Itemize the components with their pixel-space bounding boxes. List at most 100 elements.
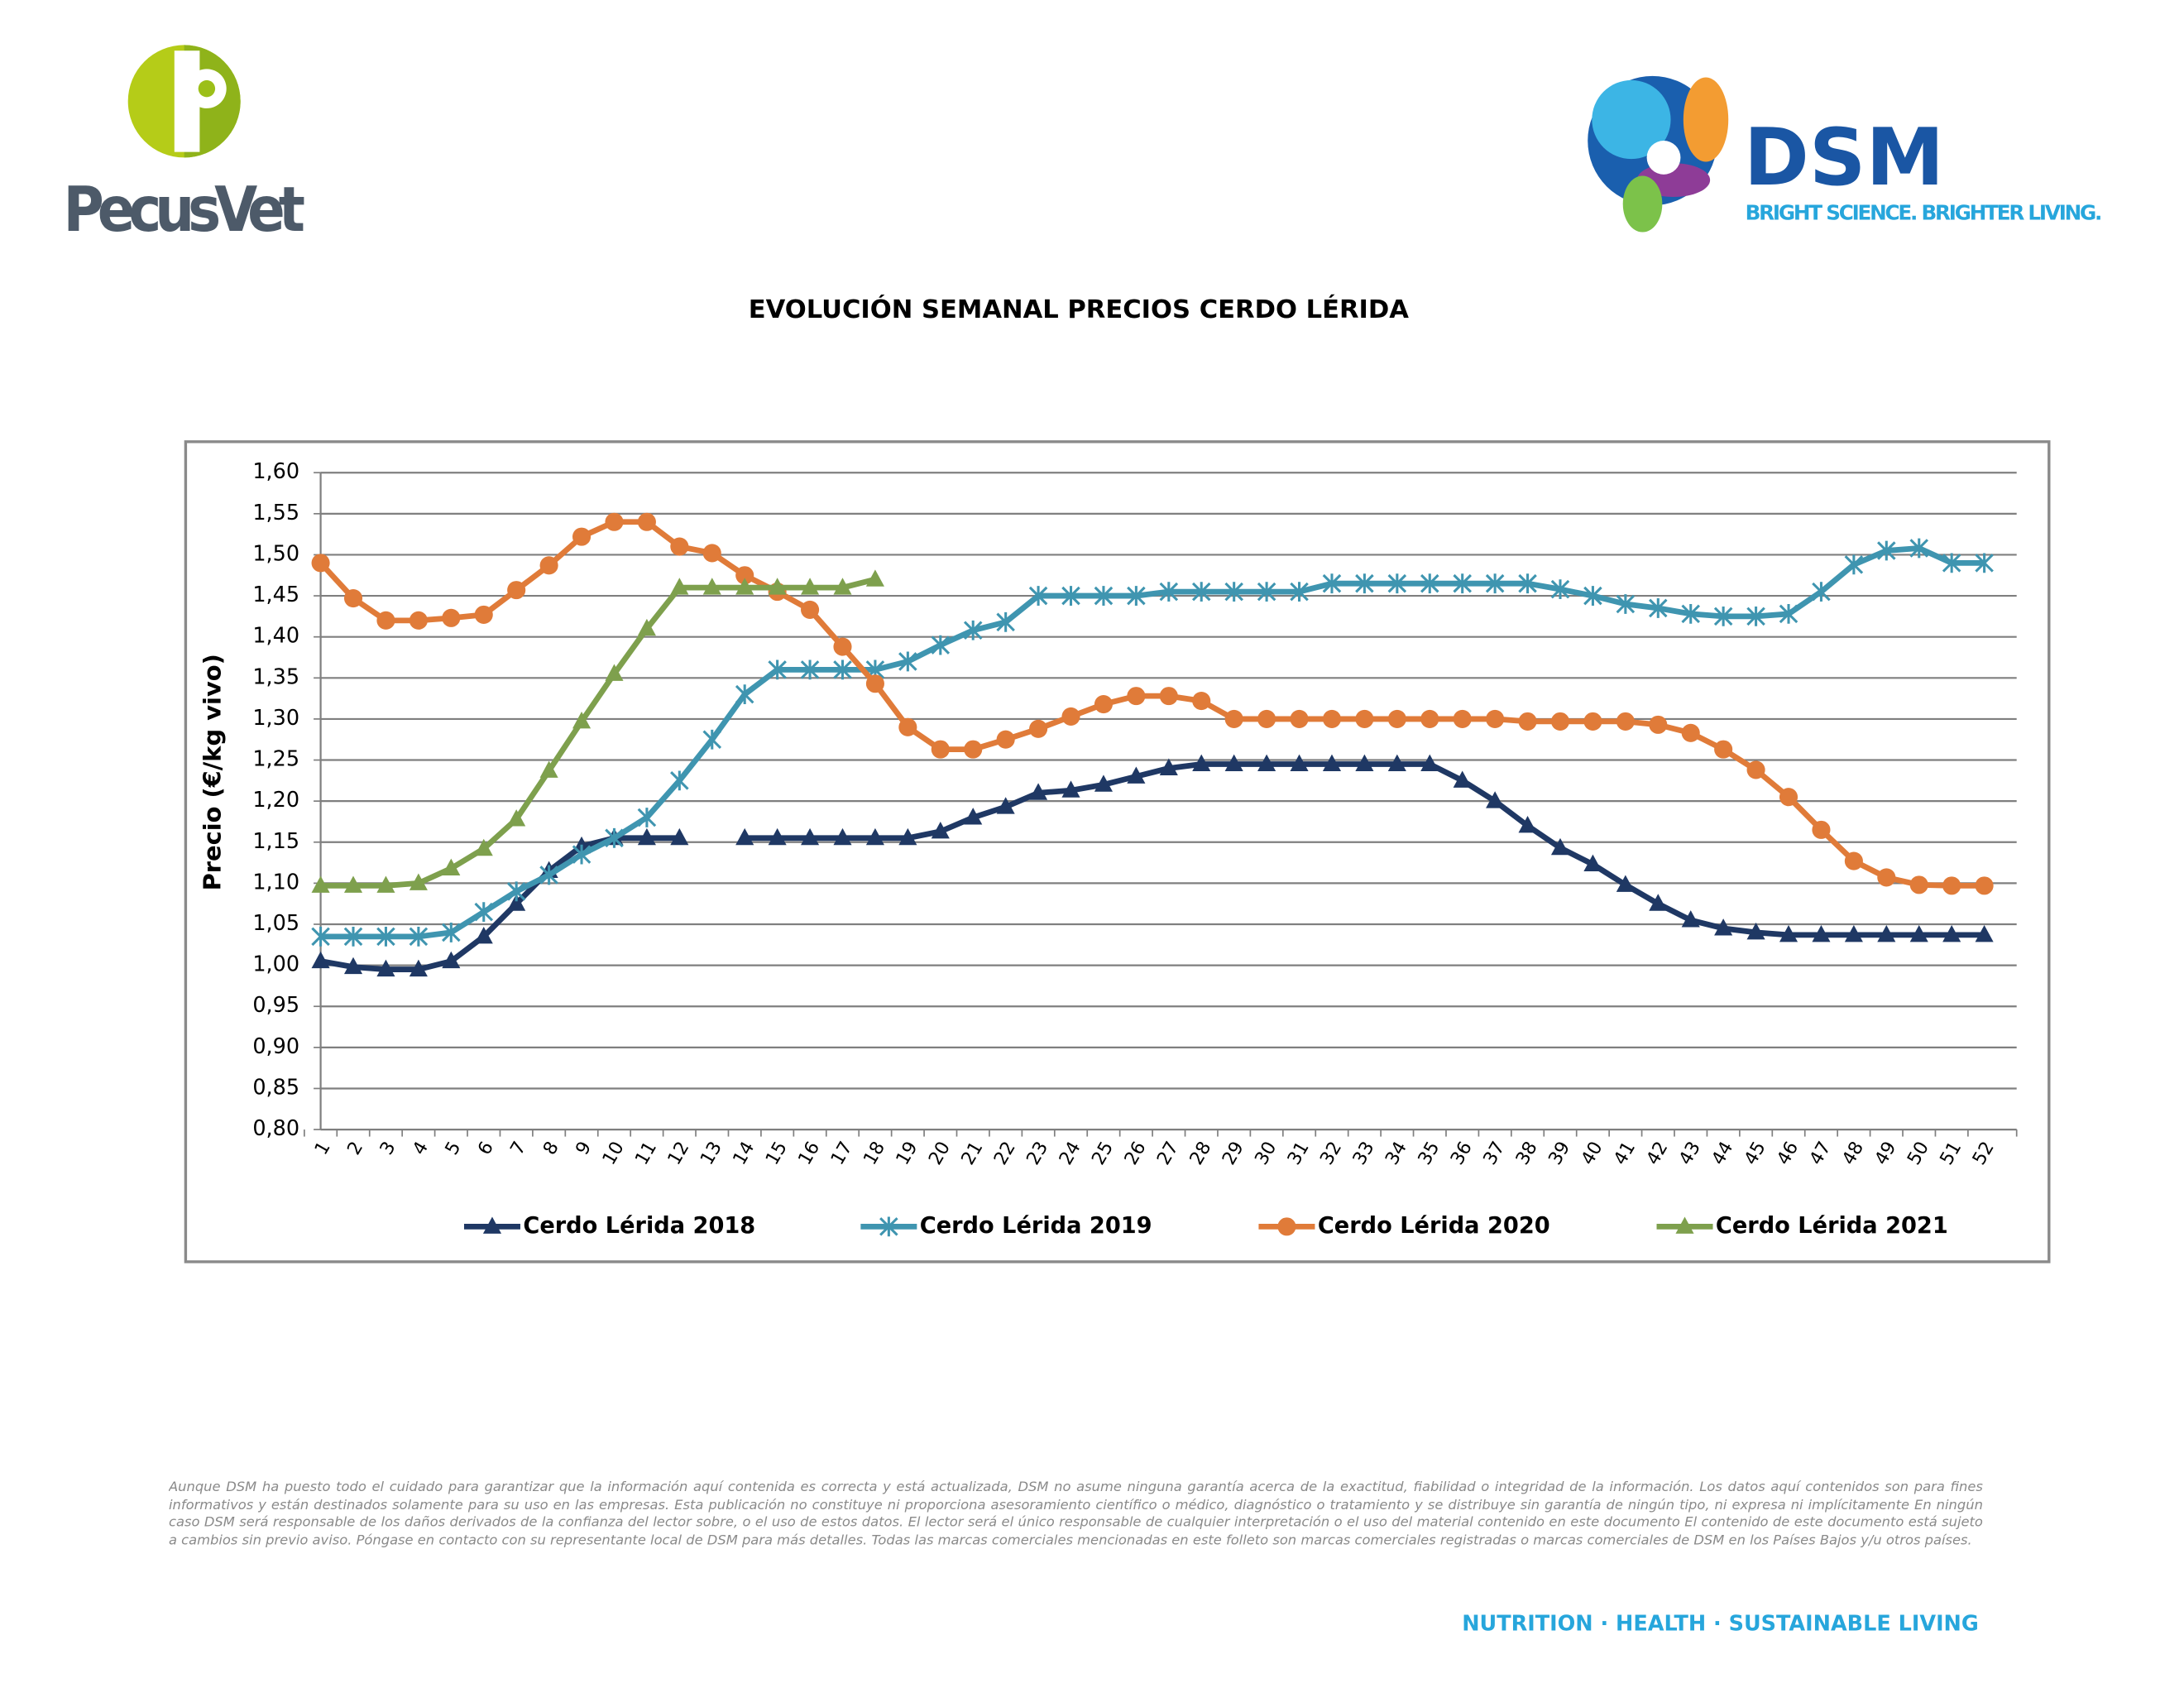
marker (1453, 573, 1472, 594)
marker (507, 894, 526, 911)
marker (1942, 876, 1961, 895)
swirl-center (1646, 141, 1681, 175)
marker (1909, 925, 1928, 942)
marker (1975, 876, 1994, 895)
marker (572, 527, 592, 546)
dsm-tagline: BRIGHT SCIENCE. BRIGHTER LIVING. (1746, 200, 2103, 224)
marker (376, 611, 395, 630)
marker (637, 512, 656, 531)
marker (605, 512, 624, 531)
marker (702, 544, 721, 563)
marker (1550, 837, 1570, 856)
marker (833, 659, 852, 680)
marker (670, 770, 689, 791)
marker (1909, 875, 1928, 894)
y-tick-label: 1,10 (252, 870, 299, 894)
marker (702, 578, 721, 595)
marker (1681, 603, 1701, 624)
marker (1844, 925, 1863, 942)
marker (996, 730, 1015, 749)
marker (1224, 709, 1243, 728)
marker (376, 959, 395, 977)
marker (931, 740, 950, 759)
marker (1257, 582, 1276, 602)
marker (996, 797, 1015, 814)
y-tick-label: 1,25 (252, 747, 299, 772)
marker (1779, 788, 1798, 807)
marker (1812, 820, 1831, 839)
marker (1257, 754, 1276, 771)
marker (409, 873, 428, 890)
marker (768, 578, 787, 595)
marker (1192, 692, 1211, 711)
legend-item: Cerdo Lérida 2020 (1258, 1213, 1550, 1239)
marker (1029, 783, 1048, 800)
marker (670, 827, 689, 846)
marker (1453, 770, 1472, 788)
pecusvet-logo: PecusVet (63, 45, 305, 246)
marker (898, 827, 917, 846)
chart-title: EVOLUCIÓN SEMANAL PRECIOS CERDO LÉRIDA (749, 294, 1410, 324)
legend-item: Cerdo Lérida 2018 (463, 1213, 755, 1239)
marker (1061, 707, 1080, 726)
marker (931, 635, 951, 655)
marker (1518, 573, 1537, 594)
marker (898, 717, 917, 736)
marker (833, 578, 852, 595)
marker (1420, 573, 1439, 594)
marker (442, 951, 461, 969)
series-line (319, 835, 680, 972)
marker (865, 674, 884, 693)
marker (1028, 586, 1048, 606)
swirl (1683, 77, 1729, 162)
marker (1290, 754, 1309, 771)
marker (637, 808, 657, 827)
marker (1844, 851, 1863, 870)
logo-text: PecusVet (63, 174, 304, 246)
marker (1061, 586, 1080, 606)
marker (442, 608, 461, 627)
marker (1453, 709, 1472, 728)
marker (800, 659, 820, 680)
marker (637, 618, 656, 636)
marker (1322, 754, 1342, 771)
marker (1616, 712, 1635, 731)
series-line (318, 519, 1985, 889)
marker (482, 1216, 502, 1234)
marker (1779, 925, 1798, 942)
marker (1844, 554, 1864, 575)
marker (311, 875, 330, 893)
marker (1812, 582, 1831, 602)
marker (1975, 553, 1994, 573)
y-tick-label: 1,00 (252, 952, 299, 977)
marker (1277, 1217, 1296, 1236)
slogan: NUTRITION · HEALTH · SUSTAINABLE LIVING (1462, 1611, 1979, 1636)
y-axis-label: Precio (€/kg vivo) (198, 654, 226, 890)
marker (1649, 894, 1668, 911)
marker (572, 844, 592, 865)
y-tick-label: 1,45 (252, 583, 299, 607)
marker (1942, 925, 1961, 942)
marker (409, 926, 429, 947)
marker (1583, 586, 1602, 606)
marker (343, 875, 363, 893)
legend-label: Cerdo Lérida 2018 (523, 1213, 755, 1239)
marker (1486, 791, 1505, 808)
y-tick-label: 1,60 (252, 459, 299, 484)
marker (1518, 816, 1537, 833)
marker (507, 581, 526, 600)
marker (637, 827, 656, 846)
y-tick-label: 1,40 (252, 624, 299, 649)
marker (833, 827, 852, 846)
marker (1127, 766, 1146, 784)
dsm-logo: DSM BRIGHT SCIENCE. BRIGHTER LIVING. (1588, 75, 2103, 233)
marker (1877, 540, 1896, 561)
y-tick-label: 0,85 (252, 1075, 299, 1100)
marker (1420, 709, 1439, 728)
dsm-text: DSM (1744, 113, 1944, 204)
marker (442, 858, 461, 876)
marker (507, 809, 526, 827)
marker (376, 875, 395, 893)
marker (768, 827, 787, 846)
marker (879, 1216, 898, 1237)
